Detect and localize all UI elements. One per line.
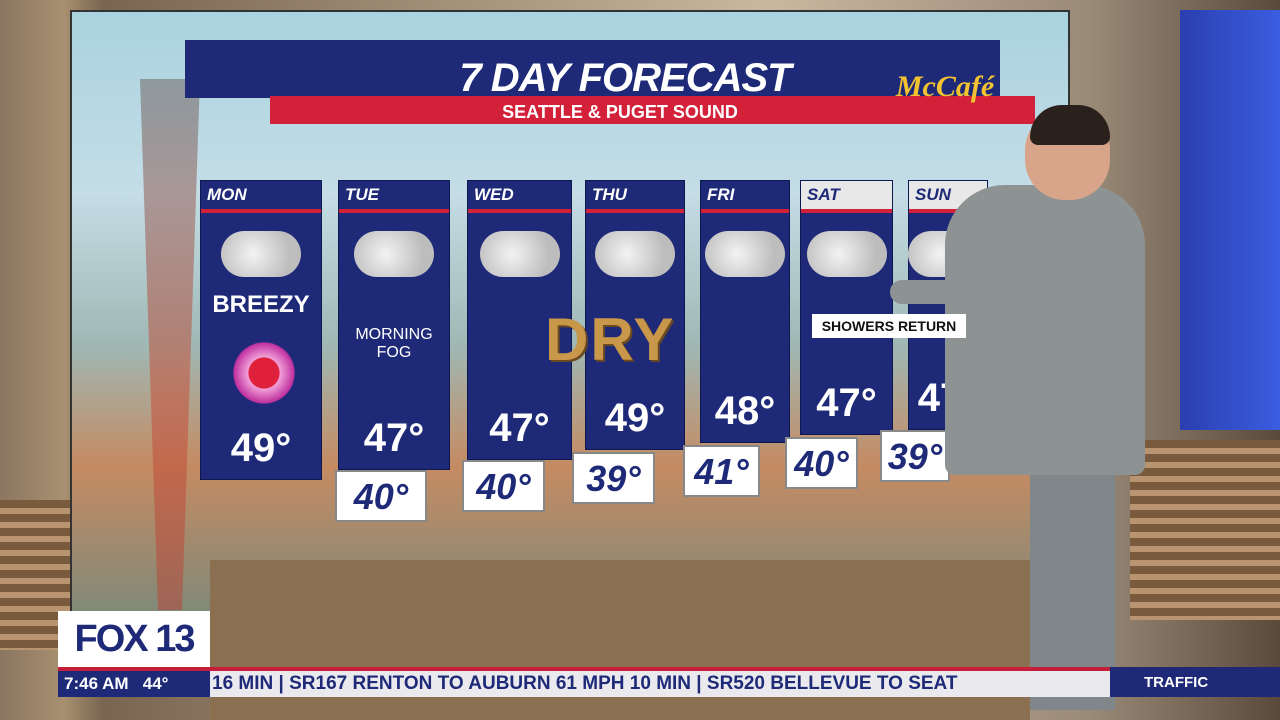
day-column-mon: MON BREEZY 49° bbox=[200, 180, 322, 480]
day-column-thu: THU 49° bbox=[585, 180, 685, 450]
day-label: FRI bbox=[701, 181, 789, 213]
high-temp: 47° bbox=[489, 406, 550, 450]
presenter bbox=[1030, 450, 1115, 710]
cloudy-icon bbox=[479, 231, 560, 277]
time-temp-box: 7:46 AM 44° bbox=[58, 671, 210, 697]
high-temp: 47° bbox=[816, 381, 877, 425]
day-note: BREEZY bbox=[212, 291, 310, 318]
heart-icon bbox=[228, 338, 300, 408]
forecast-subtitle: SEATTLE & PUGET SOUND bbox=[502, 102, 738, 122]
low-temp: 39° bbox=[572, 452, 655, 504]
low-temp: 40° bbox=[335, 470, 427, 522]
current-temp: 44° bbox=[142, 674, 169, 693]
presenter-hair bbox=[1030, 105, 1110, 145]
segment-label: TRAFFIC bbox=[1110, 667, 1280, 697]
day-label: THU bbox=[586, 181, 684, 213]
high-temp: 48° bbox=[714, 389, 776, 433]
day-label: SAT bbox=[801, 181, 892, 213]
cloudy-icon bbox=[595, 231, 675, 277]
dry-label: DRY bbox=[545, 306, 676, 373]
high-temp: 47° bbox=[363, 416, 425, 460]
cloudy-icon bbox=[354, 231, 434, 277]
cloudy-icon bbox=[221, 231, 301, 277]
day-column-tue: TUE MORNING FOG 47° bbox=[338, 180, 450, 470]
low-temp: 40° bbox=[785, 437, 858, 489]
presenter-arm bbox=[890, 280, 970, 304]
studio-screen-right bbox=[1180, 10, 1280, 430]
day-column-sat: SAT 47° bbox=[800, 180, 893, 435]
title-banner bbox=[185, 40, 1000, 98]
low-temp: 40° bbox=[462, 460, 545, 512]
presenter bbox=[945, 185, 1145, 475]
high-temp: 49° bbox=[230, 426, 292, 470]
time: 7:46 AM bbox=[64, 674, 129, 693]
cloudy-icon bbox=[705, 231, 785, 277]
studio-shelf bbox=[1130, 440, 1280, 620]
day-note: MORNING FOG bbox=[355, 326, 433, 361]
day-label: MON bbox=[201, 181, 321, 213]
low-temp: 41° bbox=[683, 445, 760, 497]
showers-return-callout: SHOWERS RETURN bbox=[812, 314, 966, 338]
day-label: WED bbox=[468, 181, 571, 213]
day-column-wed: WED 47° bbox=[467, 180, 572, 460]
day-label: TUE bbox=[339, 181, 449, 213]
traffic-crawl: 16 MIN | SR167 RENTON TO AUBURN 61 MPH 1… bbox=[210, 671, 1110, 697]
day-column-fri: FRI 48° bbox=[700, 180, 790, 443]
station-logo: FOX 13 bbox=[58, 611, 210, 667]
sponsor-logo: McCafé bbox=[895, 70, 995, 103]
low-temp: 39° bbox=[880, 430, 950, 482]
showers-icon bbox=[806, 231, 887, 277]
ticker-divider bbox=[58, 667, 1110, 671]
high-temp: 49° bbox=[604, 396, 666, 440]
forecast-title: 7 DAY FORECAST bbox=[459, 56, 791, 100]
subtitle-bar bbox=[270, 96, 1035, 124]
